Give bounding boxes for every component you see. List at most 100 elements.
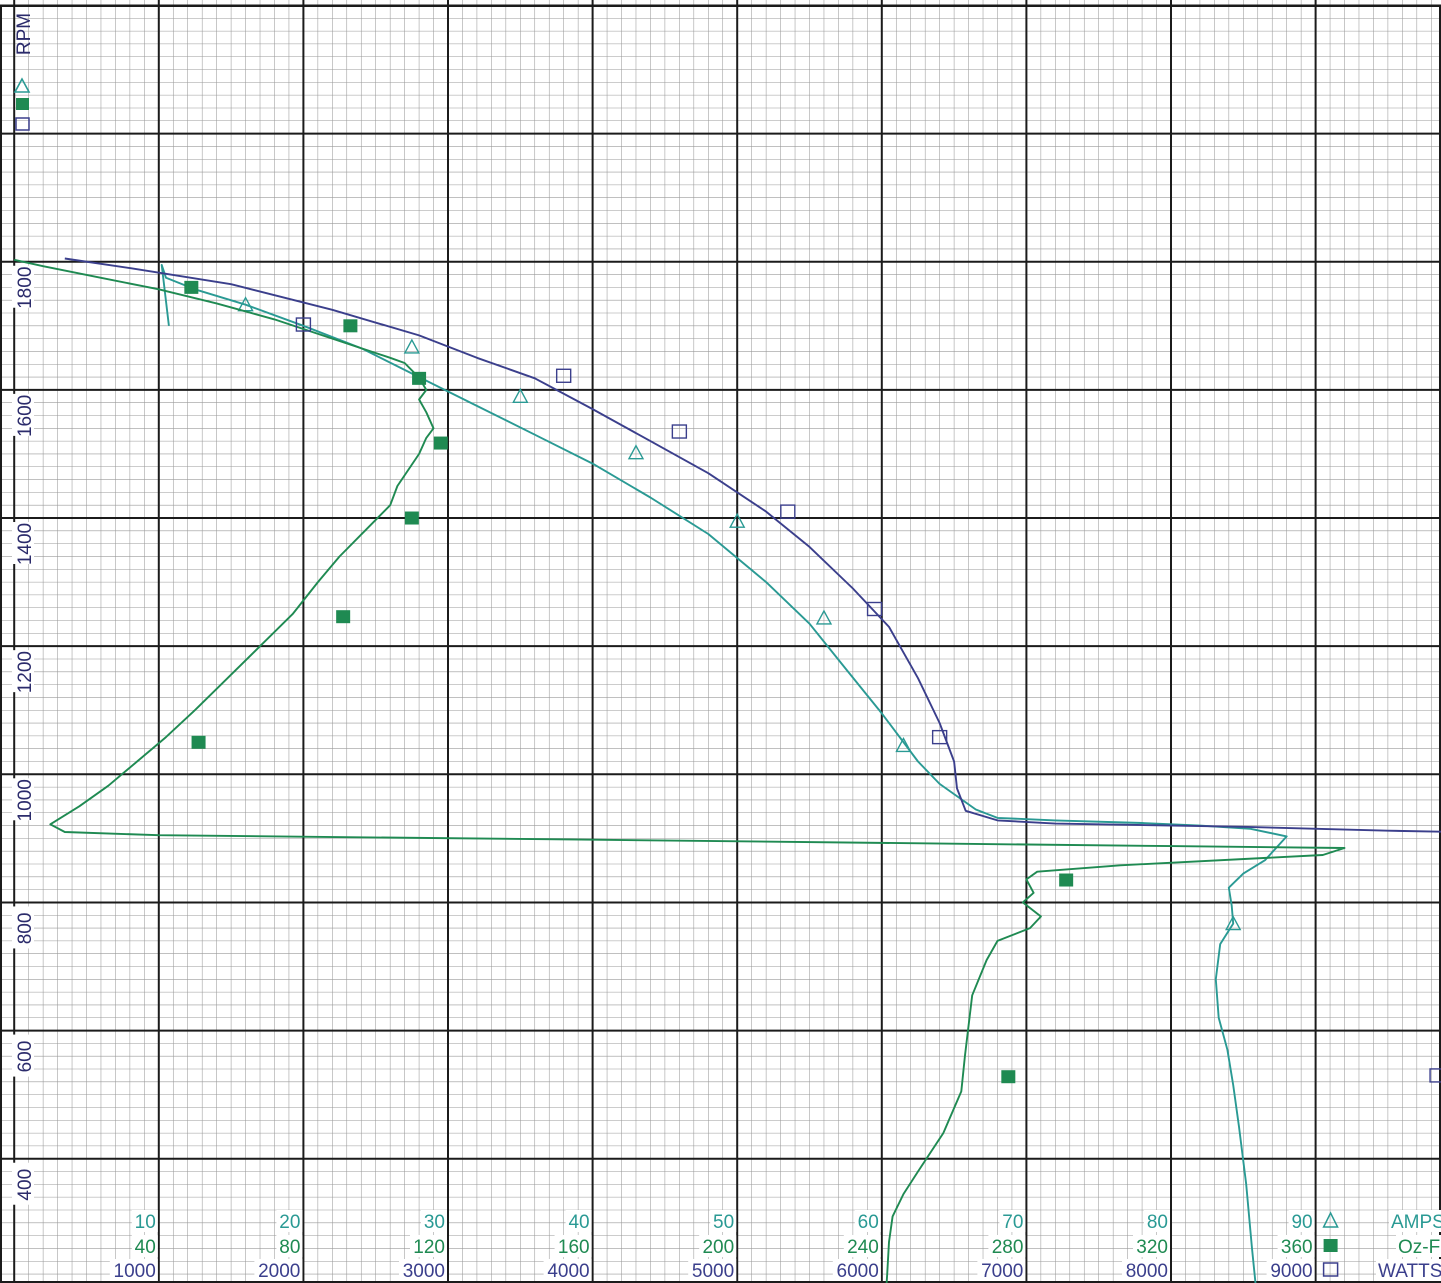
watts-legend-square-icon — [1322, 1262, 1339, 1277]
plot-frame — [0, 5, 1441, 1283]
amps-legend-label-bg — [1389, 1210, 1441, 1232]
oz-marker — [343, 319, 358, 333]
oz-marker — [184, 280, 199, 294]
watts-tick-label-bg — [543, 1259, 592, 1281]
watts-tick-label-bg — [688, 1259, 737, 1281]
watts-marker — [671, 424, 688, 439]
rpm-tick-label: 600 — [15, 1041, 36, 1073]
amps-tick-label: 80 — [1147, 1212, 1168, 1233]
watts-tick-label: 5000 — [692, 1261, 734, 1282]
watts-tick-label: 2000 — [258, 1261, 300, 1282]
rpm-tick-label: 800 — [15, 913, 36, 945]
watts-tick-label-bg — [109, 1259, 158, 1281]
oz-marker — [412, 371, 427, 385]
amps-tick-label-bg — [710, 1210, 737, 1232]
amps-tick-label: 40 — [568, 1212, 589, 1233]
amps-marker — [1225, 915, 1242, 931]
amps-tick-label: 90 — [1291, 1212, 1312, 1233]
oz-tick-label: 80 — [279, 1237, 300, 1258]
watts-series-line — [64, 257, 1441, 833]
rpm-tick-label-bg — [12, 522, 34, 565]
rpm-axis: RPM 20040060080010001200140016001800 — [12, 13, 36, 1205]
watts-tick-label: 7000 — [981, 1261, 1023, 1282]
rpm-legend-triangle-icon — [13, 77, 31, 93]
amps-tick-label: 70 — [1002, 1212, 1023, 1233]
amps-tick-label-bg — [854, 1210, 881, 1232]
oz-marker — [191, 735, 206, 749]
amps-tick-label-bg — [565, 1210, 592, 1232]
rpm-tick-label-bg — [12, 1034, 34, 1077]
rpm-tick-label-bg — [12, 650, 34, 693]
watts-tick-label: 9000 — [1270, 1261, 1312, 1282]
oz-tick-label: 240 — [847, 1237, 879, 1258]
amps-tick-label: 60 — [858, 1212, 879, 1233]
oz-marker — [336, 610, 351, 624]
watts-marker — [866, 601, 883, 617]
amps-marker — [729, 512, 746, 528]
oz-tick-label: 280 — [992, 1237, 1024, 1258]
rpm-tick-label-bg — [12, 265, 34, 308]
watts-tick-label-bg — [254, 1259, 303, 1281]
oz-tick-label-bg — [1133, 1235, 1170, 1257]
amps-legend-triangle-icon — [1322, 1211, 1339, 1228]
rpm-tick-label: 1400 — [15, 523, 36, 565]
rpm-tick-label-bg — [12, 1162, 34, 1205]
watts-tick-label: 6000 — [837, 1261, 879, 1282]
amps-tick-label: 30 — [424, 1212, 445, 1233]
watts-tick-label: 1000 — [114, 1261, 156, 1282]
oz-legend-label-bg — [1396, 1235, 1441, 1257]
watts-tick-label-bg — [832, 1259, 881, 1281]
amps-tick-label-bg — [1288, 1210, 1315, 1232]
oz-tick-label-bg — [843, 1235, 881, 1257]
oz-marker — [1059, 873, 1074, 887]
watts-marker — [780, 504, 796, 519]
amps-tick-label-bg — [421, 1210, 447, 1232]
watts-tick-label-bg — [977, 1259, 1026, 1281]
oz-tick-label: 360 — [1281, 1237, 1313, 1258]
oz-marker — [433, 436, 448, 450]
oz-tick-label: 200 — [702, 1237, 734, 1258]
oz-tick-label-bg — [131, 1235, 158, 1257]
watts-marker — [295, 317, 312, 332]
watts-tick-label: 3000 — [403, 1261, 445, 1282]
oz-tick-label: 320 — [1136, 1237, 1168, 1258]
amps-tick-label-bg — [131, 1210, 158, 1232]
oz-legend-square-icon — [1323, 1239, 1338, 1252]
amps-tick-label: 20 — [279, 1212, 300, 1233]
rpm-tick-label: 1800 — [15, 267, 36, 309]
amps-marker — [895, 736, 912, 753]
amps-marker — [627, 444, 645, 460]
x-scale-labels: 10 20 30 40 50 60 70 80 90 AMPS 40 80 120 160 200 240 28… — [109, 1210, 1441, 1282]
series-layer — [13, 257, 1441, 1283]
oz-tick-label-bg — [554, 1235, 592, 1257]
watts-tick-label-bg — [1122, 1259, 1170, 1281]
amps-tick-label-bg — [276, 1210, 303, 1232]
amps-tick-label-bg — [1144, 1210, 1170, 1232]
watts-marker — [555, 368, 572, 383]
oz-tick-label-bg — [410, 1235, 447, 1257]
rpm-tick-label: 1000 — [15, 779, 36, 821]
rpm-tick-label: 1200 — [15, 651, 36, 693]
watts-tick-label: 8000 — [1126, 1261, 1168, 1282]
amps-marker — [403, 338, 421, 354]
watts-marker — [1429, 1068, 1441, 1083]
watts-marker — [931, 729, 948, 745]
oz-tick-label-bg — [1277, 1235, 1315, 1257]
rpm-tick-label-bg — [12, 906, 34, 949]
oz-tick-label-bg — [699, 1235, 737, 1257]
watts-legend-label-bg — [1376, 1259, 1441, 1281]
amps-legend-label: AMPS — [1391, 1212, 1441, 1233]
watts-tick-label: 4000 — [547, 1261, 589, 1282]
oz-tick-label-bg — [276, 1235, 303, 1257]
watts-legend-label: WATTS — [1378, 1261, 1441, 1282]
amps-marker — [512, 387, 529, 403]
rpm-tick-label-bg — [12, 778, 34, 821]
rpm-tick-label-bg — [12, 393, 34, 436]
amps-marker — [815, 609, 833, 625]
watts-tick-label-bg — [399, 1259, 447, 1281]
oz-tick-label-bg — [988, 1235, 1026, 1257]
watts-tick-label-bg — [1266, 1259, 1315, 1281]
